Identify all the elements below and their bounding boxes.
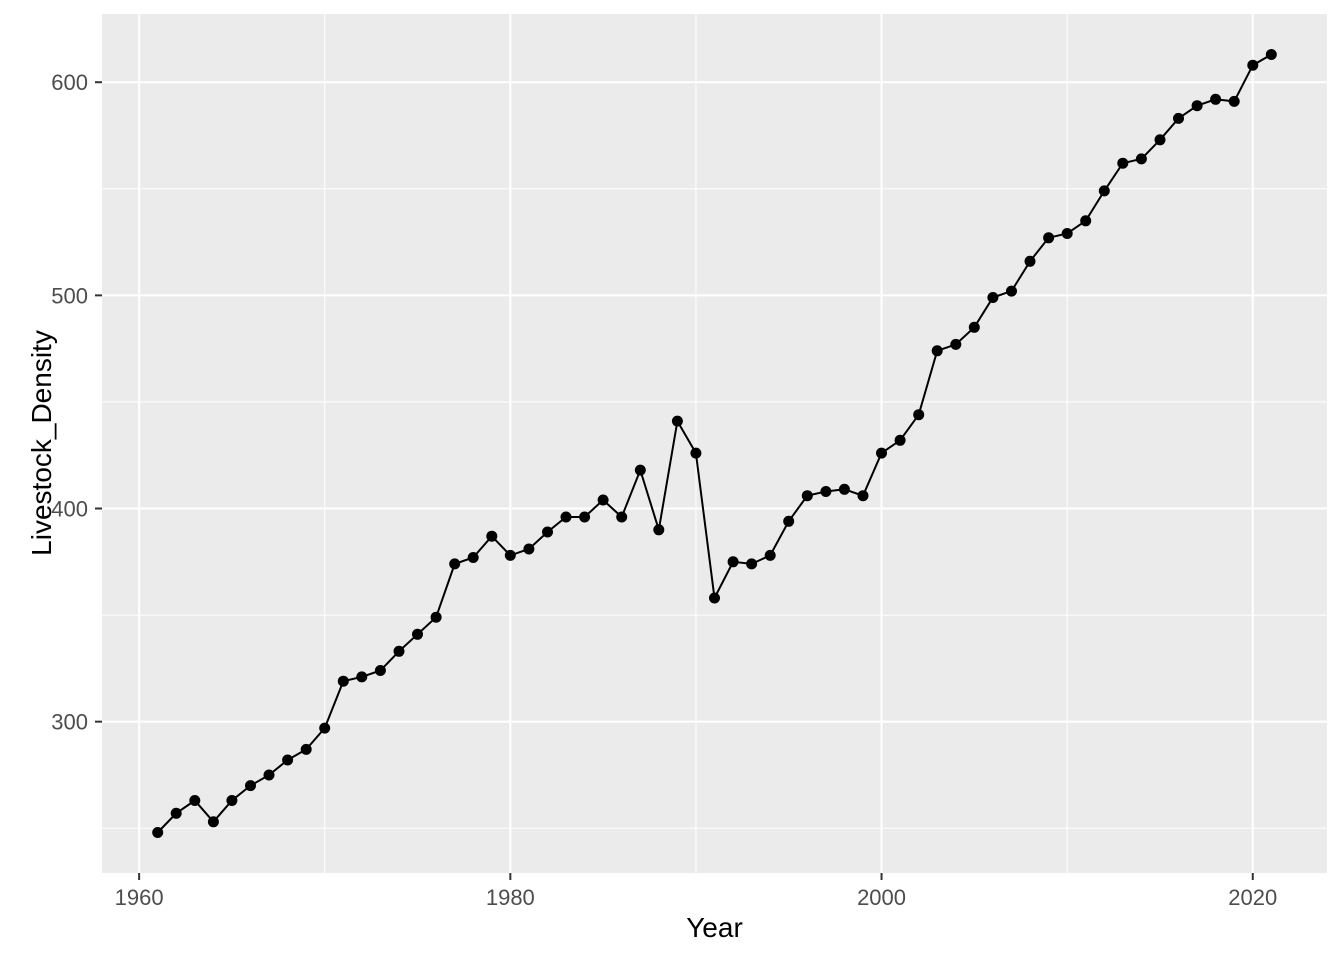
data-point (746, 558, 758, 570)
data-point (616, 511, 628, 523)
data-point (690, 447, 702, 459)
axis-ticks (95, 81, 1254, 880)
data-point (1154, 134, 1166, 146)
data-point (1024, 255, 1036, 267)
data-point (226, 795, 238, 806)
x-tick-label: 2020 (1228, 885, 1277, 910)
data-point (412, 628, 423, 640)
y-tick-label: 500 (51, 283, 88, 308)
data-point (709, 592, 720, 604)
data-point (727, 556, 739, 568)
data-point (337, 675, 349, 687)
data-point (764, 549, 776, 561)
data-point (1135, 153, 1147, 165)
data-point (356, 671, 368, 683)
y-tick-label: 600 (51, 70, 88, 95)
data-point (207, 816, 219, 828)
data-point (913, 409, 925, 421)
data-point (449, 558, 461, 570)
data-point (523, 543, 535, 555)
x-tick-label: 1960 (115, 885, 164, 910)
data-point (838, 483, 850, 495)
data-point (1006, 285, 1017, 297)
plot-panel (102, 14, 1327, 873)
data-point (931, 345, 943, 357)
data-point (560, 511, 572, 523)
data-point (245, 780, 256, 792)
x-tick-label: 2000 (857, 885, 906, 910)
data-point (542, 526, 553, 538)
x-axis-title: Year (686, 912, 743, 943)
data-point (189, 795, 201, 806)
data-point (783, 515, 795, 527)
data-point (876, 447, 887, 459)
data-point (282, 754, 294, 766)
major-gridlines (102, 14, 1327, 873)
data-point (1210, 93, 1222, 105)
data-point (1173, 112, 1184, 124)
data-point (950, 338, 962, 350)
data-point (467, 552, 479, 563)
data-point (430, 611, 442, 623)
data-point (1098, 185, 1110, 197)
y-tick-label: 300 (51, 710, 88, 735)
data-point (1191, 100, 1203, 112)
data-point (1080, 215, 1092, 227)
y-axis-title: Livestock_Density (26, 330, 57, 556)
data-point (857, 490, 869, 502)
data-point (653, 524, 665, 536)
axis-tick-labels: 1960 1980 2000 2020 300 400 500 600 (51, 70, 1277, 910)
data-point (319, 722, 331, 734)
data-point (263, 769, 275, 781)
series-points (152, 49, 1277, 838)
data-point (1265, 49, 1277, 60)
data-point (634, 464, 646, 476)
data-point (300, 743, 312, 755)
data-point (1117, 157, 1129, 169)
data-point (1228, 95, 1240, 107)
data-point (1247, 59, 1259, 71)
data-point (597, 494, 609, 506)
data-point (393, 645, 405, 657)
x-tick-label: 1980 (486, 885, 535, 910)
data-point (671, 415, 683, 427)
data-point (820, 486, 832, 497)
data-point (801, 490, 813, 502)
y-tick-label: 400 (51, 497, 88, 522)
minor-gridlines (102, 14, 1327, 873)
data-point (152, 827, 164, 838)
data-point (987, 292, 999, 303)
data-point (504, 549, 516, 561)
data-point (170, 807, 182, 819)
data-point (968, 321, 980, 333)
data-point (1061, 228, 1073, 239)
data-point (894, 434, 906, 446)
data-point (1043, 232, 1055, 244)
data-point (579, 511, 591, 523)
data-point (374, 665, 386, 676)
data-point (486, 530, 498, 542)
